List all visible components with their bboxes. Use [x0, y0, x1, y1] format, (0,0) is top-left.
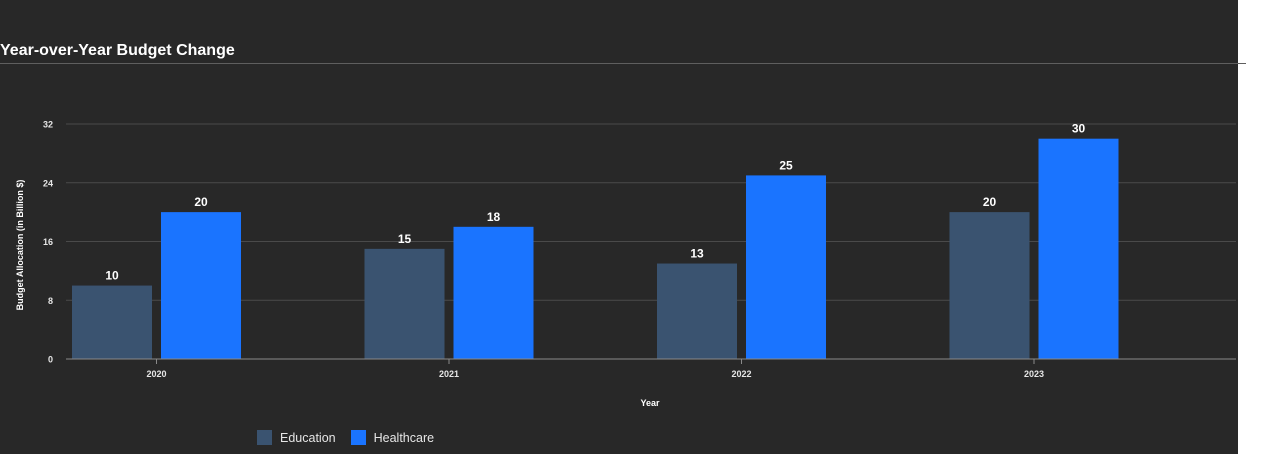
legend-swatch-healthcare [350, 430, 366, 445]
data-label: 13 [690, 247, 704, 261]
x-tick-label: 2022 [731, 369, 751, 379]
y-tick-label: 24 [43, 178, 53, 188]
data-label: 20 [983, 195, 997, 209]
bar-education-2023[interactable] [949, 212, 1030, 359]
y-axis-title: Budget Allocation (in Billion $) [15, 180, 25, 311]
x-tick-label: 2023 [1024, 369, 1044, 379]
bar-healthcare-2021[interactable] [453, 226, 534, 359]
data-label: 30 [1072, 122, 1086, 136]
bar-education-2022[interactable] [657, 263, 737, 359]
legend-item-education[interactable]: Education [257, 430, 336, 445]
bar-education-2020[interactable] [72, 285, 152, 359]
legend-swatch-education [257, 430, 272, 445]
y-tick-label: 8 [48, 296, 53, 306]
bar-healthcare-2022[interactable] [746, 175, 826, 359]
bar-education-2021[interactable] [364, 248, 445, 359]
x-tick-label: 2020 [146, 369, 166, 379]
legend-item-healthcare[interactable]: Healthcare [350, 430, 435, 445]
y-tick-label: 16 [43, 237, 53, 247]
chart-title: Year-over-Year Budget Change [0, 42, 235, 59]
x-axis-title: Year [640, 398, 660, 408]
data-label: 25 [779, 158, 793, 172]
title-divider [0, 63, 1246, 64]
y-tick-label: 0 [48, 355, 53, 365]
data-labels: 10 20 15 18 13 25 20 30 [105, 122, 1085, 283]
data-label: 20 [194, 195, 208, 209]
data-label: 10 [105, 269, 119, 283]
bars [72, 138, 1119, 359]
bar-healthcare-2020[interactable] [161, 212, 241, 359]
data-label: 18 [487, 210, 501, 224]
x-tick-label: 2021 [439, 369, 459, 379]
data-label: 15 [398, 232, 412, 246]
legend: Education Healthcare [257, 430, 449, 445]
y-tick-label: 32 [43, 120, 53, 130]
legend-label-education: Education [280, 430, 336, 445]
bar-healthcare-2023[interactable] [1038, 138, 1119, 359]
legend-label-healthcare: Healthcare [373, 430, 435, 445]
